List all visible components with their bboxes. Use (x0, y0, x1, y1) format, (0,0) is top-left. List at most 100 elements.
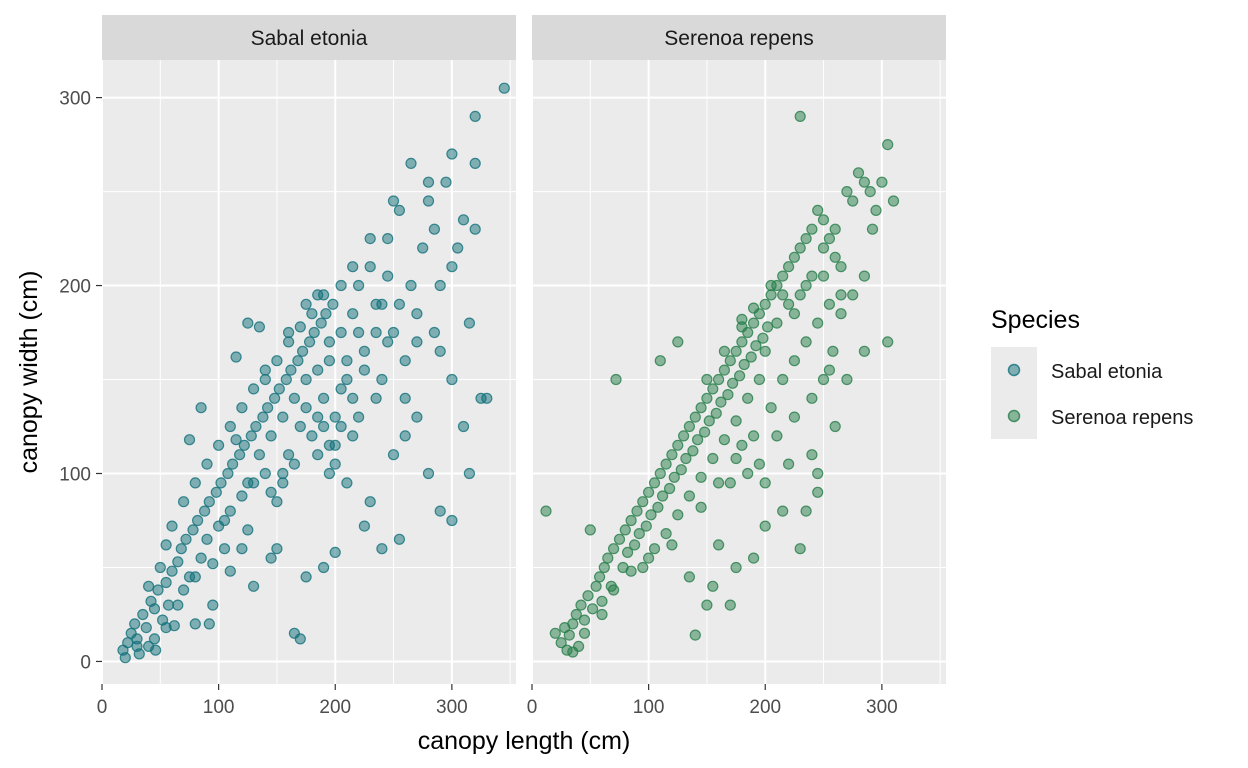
scatter-point (446, 373, 458, 386)
scatter-point (733, 370, 746, 382)
scatter-point (265, 430, 277, 442)
scatter-point (812, 204, 824, 216)
scatter-point (645, 509, 657, 521)
scatter-point (660, 458, 672, 470)
scatter-point (399, 355, 411, 367)
scatter-point (262, 402, 274, 414)
scatter-point (788, 355, 801, 367)
points-sabal-etonia (117, 82, 510, 664)
scatter-point (794, 289, 806, 301)
scatter-point (870, 204, 882, 216)
scatter-point (283, 449, 295, 461)
scatter-point (253, 321, 265, 333)
scatter-point (189, 477, 201, 489)
scatter-point (405, 157, 417, 169)
scatter-point (806, 392, 818, 404)
scatter-point (680, 452, 692, 465)
scatter-point (387, 326, 400, 339)
scatter-point (370, 392, 382, 404)
scatter-point (777, 505, 789, 517)
scatter-point (166, 520, 178, 532)
scatter-point (771, 430, 783, 442)
facet-strip-label-serenoa-repens: Serenoa repens (664, 27, 813, 50)
scatter-point (683, 571, 696, 583)
x-tick-label: 300 (436, 697, 468, 718)
scatter-point (841, 186, 853, 198)
scatter-point (277, 411, 289, 423)
scatter-point (469, 223, 481, 235)
scatter-point (782, 261, 795, 273)
scatter-point (759, 520, 771, 532)
scatter-point (683, 490, 696, 502)
scatter-point (203, 618, 215, 630)
scatter-point (248, 580, 260, 592)
scatter-point (189, 618, 201, 630)
x-tick-label: 200 (749, 697, 781, 718)
scatter-point (323, 336, 335, 348)
scatter-point (294, 321, 306, 333)
scatter-point (440, 176, 452, 188)
scatter-point (736, 336, 748, 348)
scatter-point (613, 533, 626, 545)
scatter-point (675, 464, 687, 476)
scatter-point (148, 603, 161, 615)
scatter-point (285, 364, 297, 376)
scatter-point (698, 426, 711, 438)
scatter-point (347, 308, 359, 320)
scatter-point (642, 552, 655, 564)
scatter-point (759, 477, 771, 489)
scatter-point (306, 430, 318, 442)
scatter-point (160, 621, 172, 634)
scatter-point (827, 345, 839, 357)
scatter-point (160, 576, 172, 589)
scatter-point (236, 490, 248, 502)
scatter-point (730, 561, 742, 574)
legend-key-sabal-etonia (1007, 363, 1021, 377)
scatter-point (718, 434, 731, 446)
scatter-point (765, 289, 777, 301)
scatter-point (399, 430, 411, 442)
facet-panel-serenoa-repens: Serenoa repens (531, 15, 946, 684)
scatter-point (817, 373, 830, 386)
scatter-point (172, 556, 184, 568)
scatter-point (166, 565, 178, 577)
scatter-point (619, 524, 631, 536)
scatter-point (625, 514, 637, 527)
scatter-point (777, 289, 789, 301)
scatter-point (640, 520, 652, 532)
scatter-point (215, 477, 227, 489)
scatter-point (283, 336, 295, 348)
scatter-point (570, 608, 582, 621)
facet-strip-serenoa-repens (532, 15, 946, 60)
legend: Species Sabal etonia Serenoa repens (991, 306, 1193, 439)
scatter-point (847, 289, 859, 301)
scatter-point (654, 355, 666, 367)
scatter-point (259, 373, 271, 386)
scatter-point (858, 270, 871, 282)
scatter-point (364, 496, 376, 508)
scatter-point (417, 242, 429, 254)
scatter-point (434, 279, 446, 292)
scatter-point (207, 599, 219, 611)
scatter-point (463, 467, 475, 480)
scatter-point (154, 561, 166, 574)
scatter-point (236, 402, 248, 414)
scatter-point (712, 539, 725, 551)
scatter-point (540, 505, 552, 517)
scatter-point (847, 195, 859, 207)
scatter-point (753, 458, 766, 470)
scatter-point (203, 496, 215, 508)
scatter-point (481, 392, 493, 404)
scatter-point (654, 467, 666, 480)
scatter-point (341, 355, 353, 367)
x-tick-label: 200 (319, 697, 351, 718)
scatter-point (273, 383, 285, 395)
scatter-point (575, 599, 587, 611)
scatter-point (341, 477, 353, 489)
scatter-point (642, 486, 655, 498)
scatter-point (677, 430, 690, 442)
scatter-point (598, 561, 610, 574)
scatter-point (687, 445, 699, 457)
facet-strip-label-sabal-etonia: Sabal etonia (251, 27, 368, 50)
